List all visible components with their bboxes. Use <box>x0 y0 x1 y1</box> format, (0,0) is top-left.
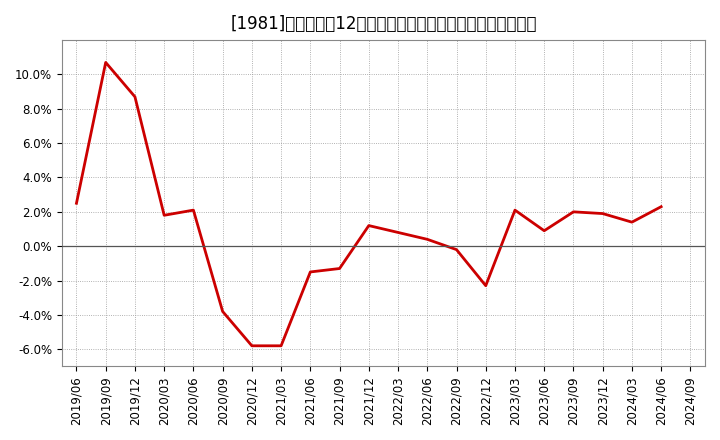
Title: [1981]　売上高の12か月移動合計の対前年同期増減率の推移: [1981] 売上高の12か月移動合計の対前年同期増減率の推移 <box>230 15 536 33</box>
